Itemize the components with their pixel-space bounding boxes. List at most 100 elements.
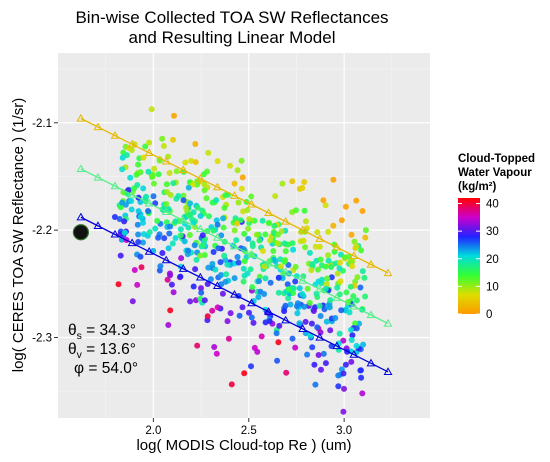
data-point [320, 350, 327, 357]
model-line-1 [76, 113, 393, 277]
data-point [343, 289, 350, 296]
data-point [146, 139, 153, 146]
data-point [198, 289, 205, 296]
data-point [327, 297, 334, 304]
data-point [297, 238, 304, 245]
data-point [116, 216, 123, 222]
data-point [316, 243, 323, 250]
model-line-marker [178, 215, 188, 224]
x-axis-ticks: 2.0 2.5 3.0 [145, 418, 352, 437]
y-tick-label: -2.1 [32, 118, 52, 130]
data-point [161, 235, 168, 242]
model-line-marker [298, 275, 308, 284]
data-point [273, 330, 280, 337]
model-line-stroke [80, 117, 389, 274]
data-point [213, 197, 220, 204]
data-point [209, 260, 216, 267]
data-point [149, 171, 156, 178]
data-point [328, 264, 335, 270]
data-point [338, 307, 345, 314]
data-point [201, 252, 208, 258]
data-point [334, 284, 341, 291]
data-point [198, 285, 204, 292]
data-point [317, 313, 324, 319]
data-point [222, 278, 229, 285]
data-point [327, 327, 334, 334]
data-point [302, 244, 309, 251]
data-point [290, 246, 297, 253]
data-point [200, 242, 207, 249]
data-point [115, 281, 122, 288]
data-point [138, 264, 145, 271]
data-point [235, 259, 242, 266]
data-point [266, 318, 273, 324]
data-point [185, 224, 192, 231]
data-point [314, 324, 321, 331]
data-point [323, 318, 330, 325]
data-point [247, 266, 254, 273]
data-point [127, 174, 134, 181]
data-point [235, 199, 242, 206]
angle-annotation: θv = 13.6° [68, 341, 136, 361]
data-point [117, 204, 124, 211]
model-line-marker [281, 315, 291, 324]
data-point [307, 332, 314, 339]
data-point [214, 158, 221, 165]
model-line-marker [281, 216, 291, 225]
data-point [163, 181, 170, 188]
data-point [315, 278, 322, 285]
y-axis-label: log( CERES TOA SW Reflectance ) (1/sr) [10, 98, 27, 373]
data-point [146, 229, 153, 236]
data-point [358, 247, 365, 254]
model-line-marker [161, 255, 171, 264]
data-point [304, 285, 311, 292]
y-axis-ticks: -2.1 -2.2 -2.3 [32, 118, 58, 344]
data-point [302, 318, 309, 325]
data-point [177, 232, 184, 239]
model-line-marker [332, 293, 342, 301]
data-point [299, 291, 306, 297]
data-point [332, 315, 339, 321]
legend-title-line-1: Cloud-Topped [458, 153, 535, 165]
model-line-marker [144, 247, 154, 255]
data-point [190, 283, 197, 290]
data-point [350, 293, 357, 300]
data-point [336, 265, 343, 272]
model-line-marker [127, 238, 137, 247]
data-point [165, 245, 172, 252]
data-point [358, 374, 365, 381]
model-line-marker [195, 224, 205, 233]
data-point [265, 220, 272, 226]
data-point [238, 157, 245, 164]
data-point [227, 310, 234, 317]
model-line-marker [76, 113, 86, 122]
data-point [337, 278, 344, 285]
data-point [323, 281, 330, 288]
data-point [239, 304, 246, 311]
data-point [354, 274, 361, 281]
data-point [209, 307, 216, 314]
data-point [248, 314, 255, 321]
data-point [292, 344, 299, 351]
data-point [282, 302, 289, 309]
data-point [145, 168, 152, 175]
data-point [111, 214, 118, 220]
data-point [267, 237, 274, 244]
data-point [177, 273, 184, 280]
data-point [290, 285, 297, 292]
reference-point [72, 224, 89, 241]
data-point [137, 213, 144, 220]
data-point [253, 231, 260, 238]
data-point [309, 261, 316, 268]
data-point [170, 136, 176, 143]
data-point [201, 297, 208, 304]
data-point [353, 342, 360, 349]
data-point [178, 255, 185, 262]
data-point [191, 242, 198, 249]
data-point [275, 231, 281, 238]
data-point [281, 240, 288, 247]
data-point [294, 303, 300, 310]
model-line-marker [178, 264, 188, 272]
data-point [134, 182, 141, 188]
colorbar-tick-label: 40 [486, 199, 499, 211]
